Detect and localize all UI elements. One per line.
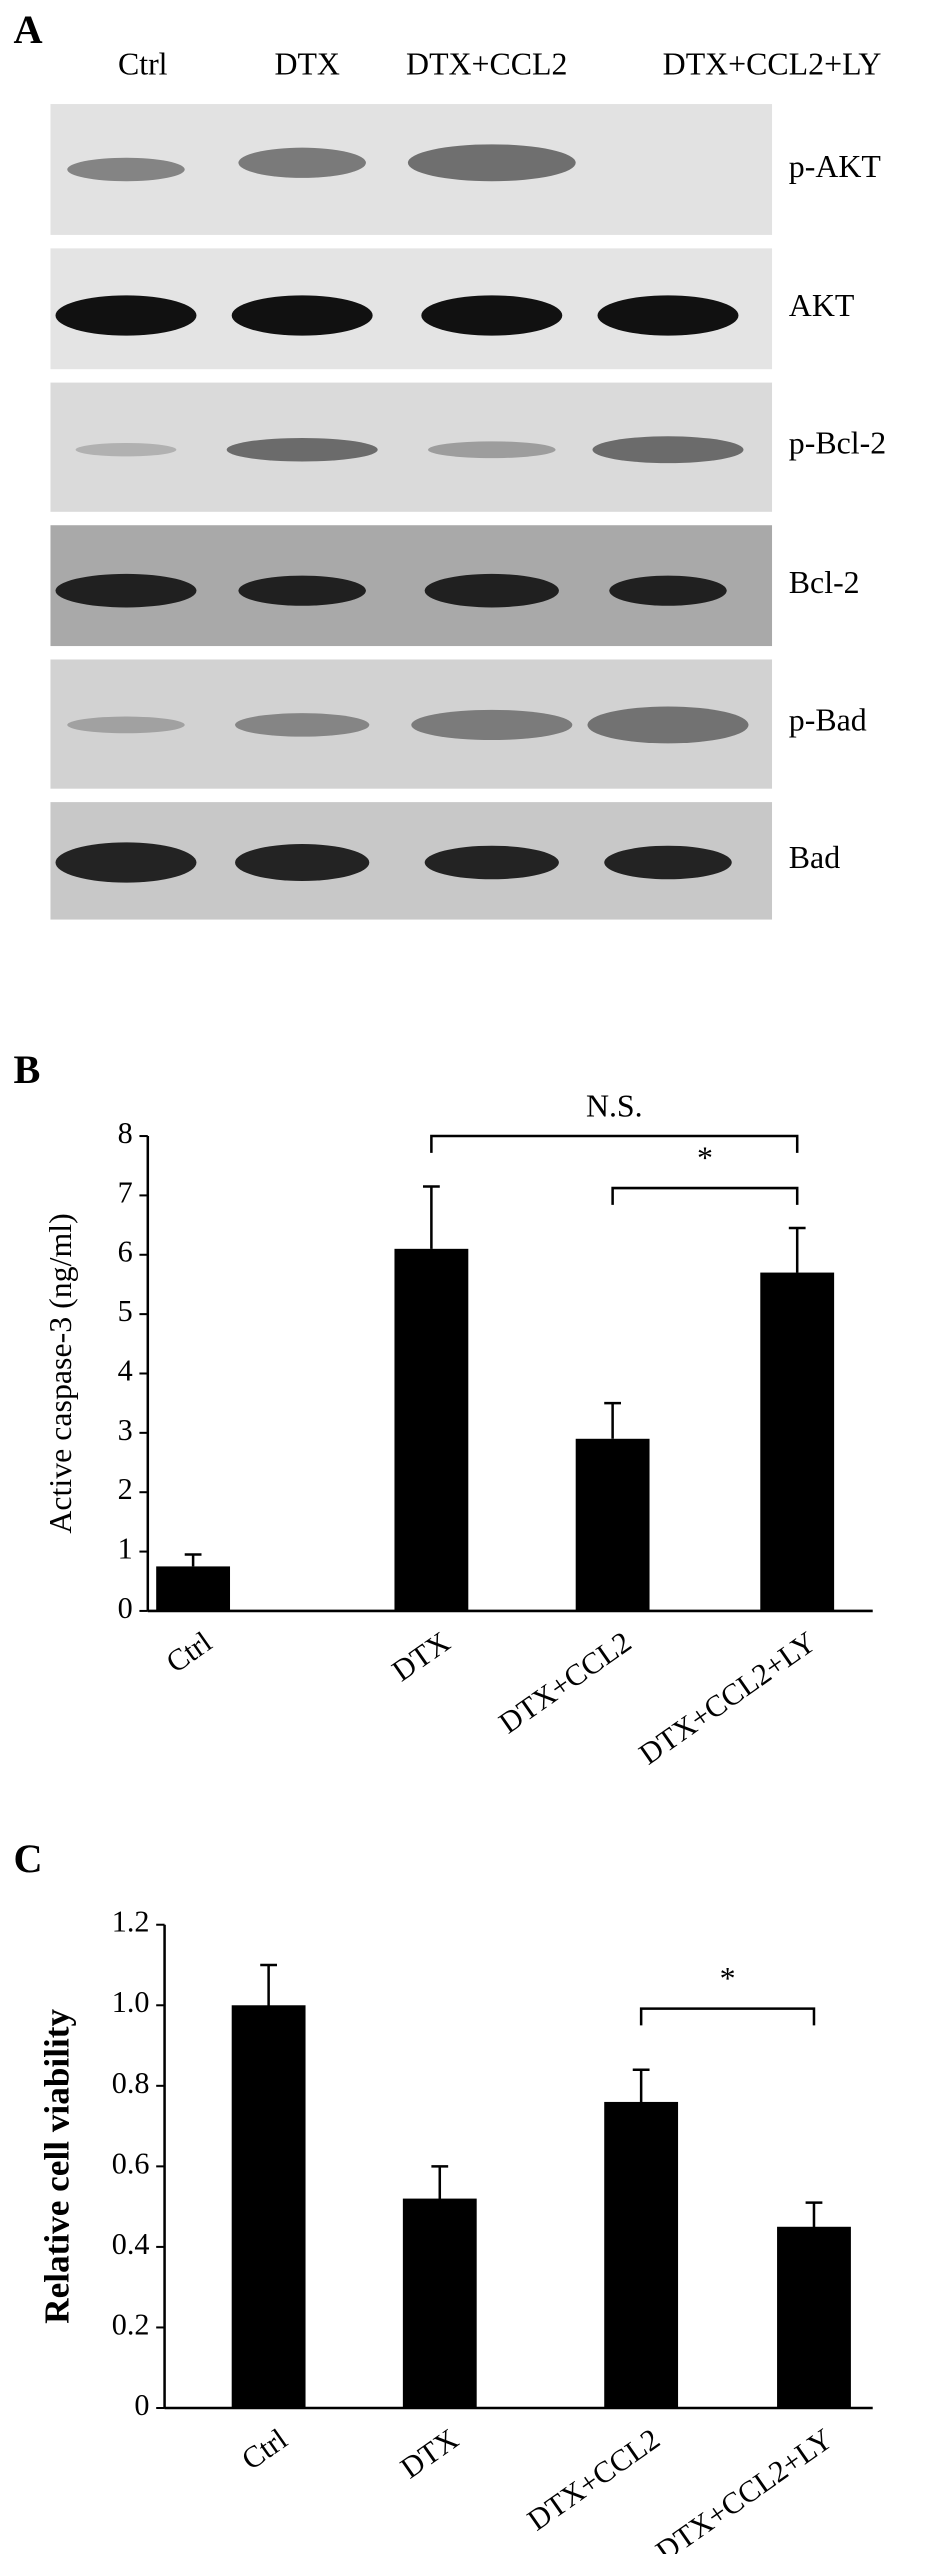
y-tick-label: 0 bbox=[118, 1591, 133, 1625]
panel-label: C bbox=[14, 1836, 43, 1881]
band-label: Bcl-2 bbox=[789, 565, 860, 600]
band-label: p-Bad bbox=[789, 703, 867, 738]
y-tick-label: 0.8 bbox=[112, 2066, 150, 2100]
y-tick-label: 7 bbox=[118, 1175, 133, 1209]
bar bbox=[156, 1566, 231, 1611]
error-bar bbox=[788, 1226, 806, 1273]
bar bbox=[394, 1248, 469, 1611]
x-tick-label: DTX+CCL2+LY bbox=[650, 2422, 839, 2554]
annotation: * bbox=[697, 1141, 713, 1176]
bar bbox=[402, 2198, 477, 2409]
y-tick-label: 1.2 bbox=[112, 1905, 150, 1939]
y-tick-label: 0.6 bbox=[112, 2146, 150, 2180]
bar bbox=[231, 2005, 306, 2409]
x-tick-label: Ctrl bbox=[160, 1625, 218, 1680]
x-tick-label: Ctrl bbox=[235, 2422, 293, 2477]
lane-label: DTX bbox=[274, 46, 340, 81]
y-tick-label: 0.4 bbox=[112, 2227, 150, 2261]
x-tick-label: DTX+CCL2 bbox=[493, 1625, 638, 1741]
y-tick-label: 1.0 bbox=[112, 1985, 150, 2019]
y-tick-label: 8 bbox=[118, 1116, 133, 1150]
annotation: N.S. bbox=[586, 1089, 643, 1124]
error-bar bbox=[431, 2165, 449, 2231]
y-tick-label: 3 bbox=[118, 1413, 133, 1447]
lane-label: DTX+CCL2 bbox=[406, 46, 567, 81]
error-bar bbox=[805, 2201, 823, 2251]
bar bbox=[777, 2226, 851, 2409]
x-tick-label: DTX+CCL2 bbox=[521, 2422, 666, 2538]
lane-label: DTX+CCL2+LY bbox=[663, 46, 882, 81]
y-tick-label: 1 bbox=[118, 1532, 133, 1566]
lane-label: Ctrl bbox=[118, 46, 168, 81]
annotation: * bbox=[720, 1961, 736, 1996]
significance-bracket bbox=[639, 2007, 816, 2026]
band-label: Bad bbox=[789, 840, 840, 875]
error-bar bbox=[604, 1401, 622, 1439]
error-bar bbox=[260, 1963, 278, 2046]
band-label: AKT bbox=[789, 288, 855, 323]
y-tick-label: 2 bbox=[118, 1472, 133, 1506]
band-label: p-Bcl-2 bbox=[789, 426, 886, 461]
bar bbox=[575, 1438, 650, 1611]
panel-label: B bbox=[14, 1047, 41, 1092]
x-tick-label: DTX+CCL2+LY bbox=[633, 1625, 822, 1772]
x-tick-label: DTX bbox=[386, 1625, 456, 1689]
error-bar bbox=[422, 1185, 440, 1249]
significance-bracket bbox=[611, 1186, 799, 1205]
y-axis-label: Active caspase-3 (ng/ml) bbox=[43, 1213, 78, 1533]
band-label: p-AKT bbox=[789, 149, 881, 184]
error-bar bbox=[632, 2068, 650, 2135]
error-bar bbox=[184, 1553, 202, 1567]
bar bbox=[604, 2101, 679, 2409]
significance-bracket bbox=[430, 1134, 799, 1153]
y-tick-label: 6 bbox=[118, 1235, 133, 1269]
y-tick-label: 5 bbox=[118, 1294, 133, 1328]
y-tick-label: 4 bbox=[118, 1353, 133, 1387]
bar bbox=[760, 1272, 835, 1611]
y-tick-label: 0 bbox=[134, 2388, 149, 2422]
panel-label: A bbox=[14, 7, 43, 52]
blot-strips bbox=[50, 104, 773, 920]
y-axis-label: Relative cell viability bbox=[38, 2009, 77, 2324]
y-tick-label: 0.2 bbox=[112, 2307, 150, 2341]
x-tick-label: DTX bbox=[394, 2422, 464, 2486]
